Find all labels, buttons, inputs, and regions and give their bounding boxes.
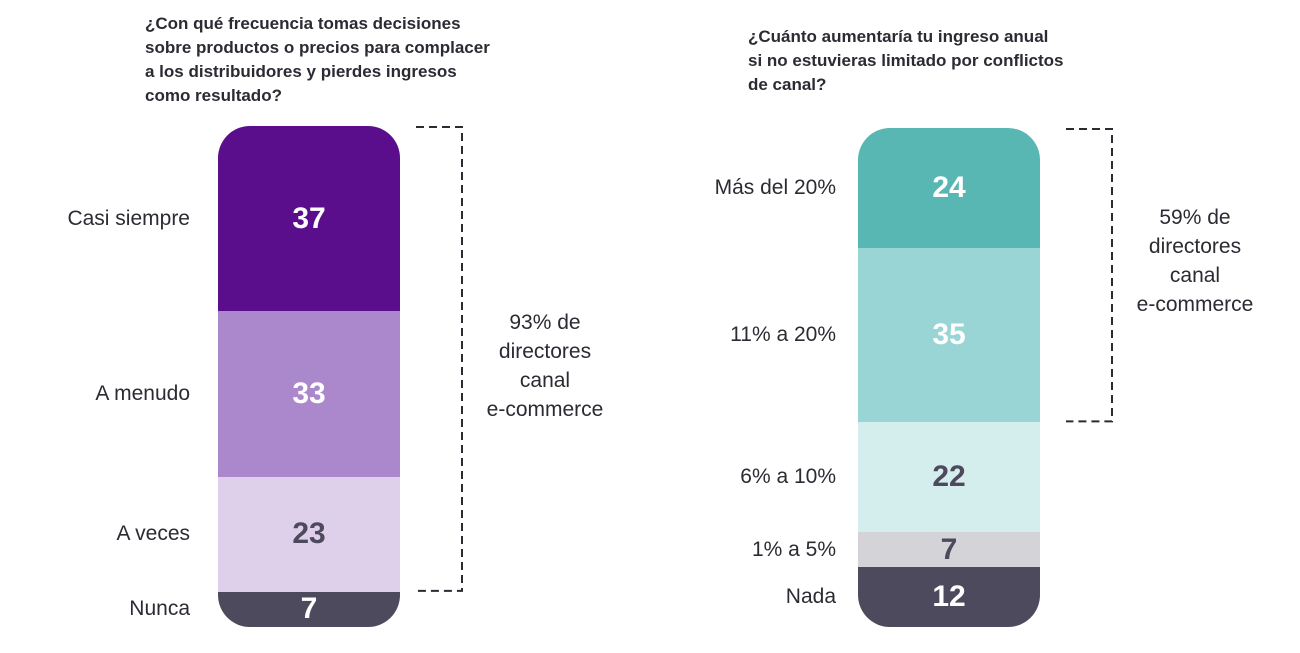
category-label: A menudo (95, 382, 190, 406)
category-label: Casi siempre (67, 206, 190, 230)
bar-segment: 12 (858, 567, 1040, 627)
stacked-bar: 37 33 23 7 (218, 126, 400, 627)
data-label: 37 (292, 201, 326, 235)
data-label: 33 (292, 377, 326, 411)
bar-segment: 7 (218, 591, 400, 627)
chart-title: ¿Con qué frecuencia tomas decisiones sob… (145, 14, 490, 105)
bracket-line (416, 126, 463, 592)
bar-segment: 35 (858, 247, 1040, 423)
data-label: 35 (932, 318, 966, 352)
data-label: 7 (300, 592, 318, 626)
bar-segment: 7 (858, 532, 1040, 568)
bar-segment: 33 (218, 311, 400, 477)
category-label: Más del 20% (714, 175, 836, 199)
data-label: 23 (292, 517, 326, 551)
chart-title: ¿Cuánto aumentaría tu ingreso anual si n… (748, 27, 1064, 94)
category-label: A veces (116, 522, 190, 546)
bracket (1066, 128, 1113, 423)
bar-segment: 23 (218, 476, 400, 592)
chart-frequency: ¿Con qué frecuencia tomas decisiones sob… (67, 14, 604, 627)
data-label: 24 (932, 170, 966, 204)
category-label: 1% a 5% (751, 537, 836, 561)
stacked-bar: 24 35 22 7 12 (858, 128, 1040, 627)
data-label: 22 (932, 460, 966, 494)
bracket-label: 93% de directores canal e-commerce (486, 311, 604, 421)
data-label: 12 (932, 580, 966, 614)
category-label: 6% a 10% (740, 465, 836, 489)
data-label: 7 (940, 532, 958, 566)
bar-segment: 24 (858, 128, 1040, 248)
bar-segment: 22 (858, 422, 1040, 533)
chart-revenue-increase: ¿Cuánto aumentaría tu ingreso anual si n… (650, 0, 1300, 653)
category-label: Nada (785, 585, 836, 609)
category-label: 11% a 20% (730, 323, 836, 347)
category-label: Nunca (129, 597, 190, 621)
bracket-label: 59% de directores canal e-commerce (1136, 206, 1254, 316)
bar-segment: 37 (218, 126, 400, 312)
bracket (416, 126, 463, 592)
bracket-line (1066, 128, 1113, 423)
